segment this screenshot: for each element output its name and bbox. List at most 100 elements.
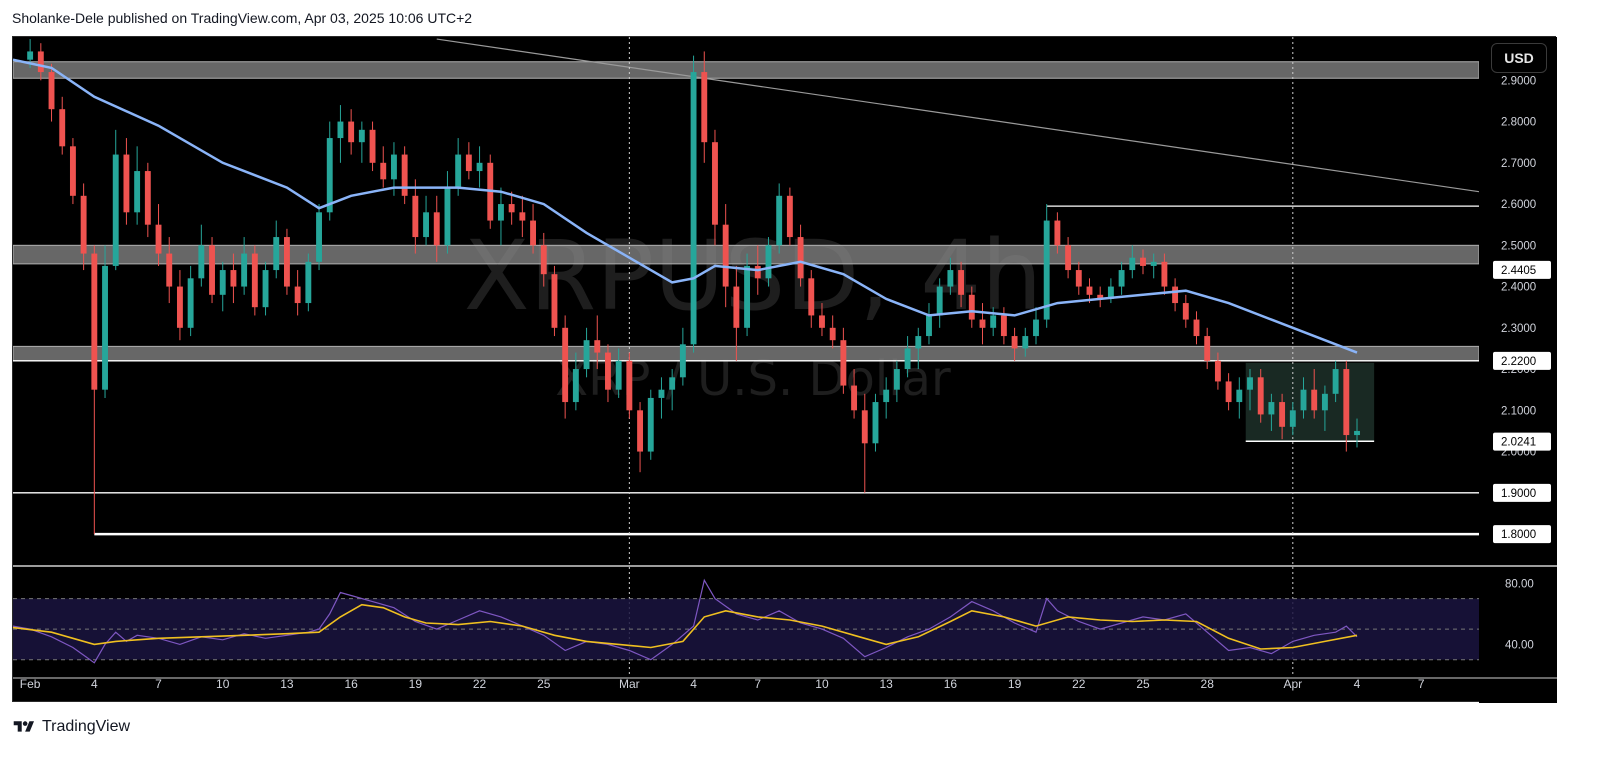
candle-body: [808, 278, 815, 316]
price-label-box: [1493, 483, 1551, 502]
candle-body: [540, 245, 547, 275]
time-axis-tick: 10: [216, 677, 230, 691]
candle-body: [1097, 294, 1104, 299]
candle-body: [605, 352, 611, 390]
price-axis-tick: 2.1000: [1501, 405, 1536, 417]
candle-body: [498, 204, 504, 221]
candle-body: [562, 327, 569, 403]
candle-body: [48, 72, 55, 110]
candle-body: [765, 245, 772, 279]
candle-body: [1311, 389, 1318, 411]
candle-body: [444, 187, 451, 246]
time-axis-tick: 28: [1201, 677, 1215, 691]
candle-body: [198, 245, 205, 279]
candle-body: [326, 138, 333, 213]
candle-body: [1065, 245, 1072, 271]
candle-body: [851, 385, 858, 411]
rsi-signal-line: [13, 603, 1358, 650]
candle-body: [37, 51, 44, 73]
time-axis-tick: 4: [91, 677, 98, 691]
candle-body: [176, 286, 183, 328]
resistance-zone: [13, 345, 1480, 362]
time-axis-tick: 7: [155, 677, 162, 691]
candle-body: [241, 253, 248, 287]
time-axis-tick: 13: [280, 677, 294, 691]
price-label-text: 2.4405: [1501, 265, 1536, 277]
price-axis-tick: 2.7000: [1501, 158, 1536, 170]
candle-body: [583, 340, 590, 370]
time-axis-tick: 4: [1354, 677, 1361, 691]
candle-body: [1332, 369, 1339, 394]
candle-body: [1129, 257, 1136, 271]
candle-body: [572, 369, 579, 403]
candle-body: [508, 204, 515, 213]
symbol-watermark: XRPUSD, 4h: [464, 220, 1042, 332]
price-axis-tick: 2.6000: [1501, 199, 1536, 211]
candle-body: [615, 360, 622, 390]
candle-body: [1140, 257, 1146, 266]
candle-body: [123, 154, 130, 213]
candle-body: [1107, 286, 1114, 299]
candle-body: [251, 253, 258, 308]
time-axis-tick: 13: [879, 677, 893, 691]
time-axis-tick: 19: [409, 677, 423, 691]
candle-body: [1022, 336, 1029, 349]
publisher-caption: Sholanke-Dele published on TradingView.c…: [12, 10, 473, 26]
candle-body: [1193, 319, 1200, 337]
candle-body: [594, 340, 601, 353]
candle-body: [551, 274, 558, 328]
candle-body: [1268, 402, 1275, 415]
candle-body: [230, 270, 237, 287]
candle-body: [744, 265, 751, 328]
candle-body: [786, 195, 793, 238]
candle-body: [872, 402, 879, 444]
candle-body: [733, 286, 740, 328]
candle-body: [530, 220, 536, 246]
price-axis-tick: 2.9000: [1501, 75, 1536, 87]
rsi-axis-tick: 40.00: [1505, 639, 1534, 651]
time-axis-tick: 19: [1008, 677, 1022, 691]
candle-body: [883, 389, 890, 403]
candle-body: [380, 162, 387, 180]
candle-body: [1225, 381, 1232, 403]
candle-body: [187, 278, 194, 328]
tradingview-logo[interactable]: TradingView: [12, 718, 130, 736]
price-label-text: 1.8000: [1501, 529, 1536, 541]
currency-button[interactable]: USD: [1491, 43, 1547, 73]
candle-body: [144, 171, 151, 225]
candle-body: [637, 410, 644, 452]
price-label-box: [1493, 260, 1551, 279]
rsi-axis-tick: 80.00: [1505, 578, 1534, 590]
candle-body: [1054, 220, 1061, 246]
candle-body: [647, 397, 654, 452]
time-axis-tick: 25: [1136, 677, 1150, 691]
price-label-box: [1493, 432, 1551, 451]
rsi-line: [13, 578, 1358, 664]
candle-body: [861, 410, 868, 444]
candle-body: [1247, 377, 1253, 390]
candle-body: [369, 129, 376, 163]
candle-body: [819, 315, 825, 328]
candle-body: [294, 286, 301, 304]
candle-body: [690, 72, 697, 345]
price-axis-tick: 2.8000: [1501, 117, 1536, 129]
candle-body: [776, 195, 783, 246]
candle-body: [1118, 270, 1125, 287]
candle-body: [219, 270, 226, 295]
resistance-zone: [13, 61, 1480, 79]
candle-body: [1172, 286, 1179, 304]
candle-body: [1075, 270, 1082, 287]
candle-body: [1182, 303, 1189, 320]
candle-body: [273, 237, 280, 271]
candle-body: [958, 270, 965, 295]
candle-body: [134, 171, 141, 213]
candle-body: [1279, 402, 1286, 427]
candle-body: [80, 195, 87, 254]
candle-body: [1289, 410, 1296, 427]
candle-body: [155, 224, 162, 254]
candle-body: [391, 154, 397, 180]
candle-body: [305, 261, 312, 304]
candle-body: [1321, 393, 1328, 411]
